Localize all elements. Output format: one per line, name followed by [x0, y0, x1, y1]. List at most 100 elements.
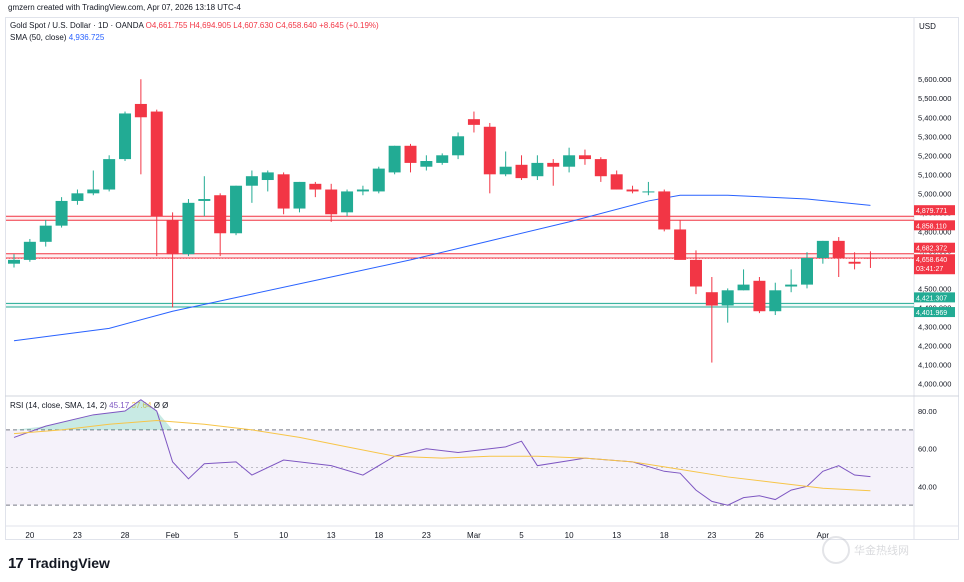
price-axis-tick: 5,500.000: [918, 94, 951, 103]
candle-body: [515, 164, 528, 179]
sma-value: 4,936.725: [68, 33, 105, 42]
candle-body: [214, 195, 227, 234]
rsi-ma-value: 37.64: [131, 401, 152, 410]
candle-body: [341, 191, 354, 213]
sma-line: [13, 194, 871, 342]
candle-body: [150, 111, 163, 217]
price-level-label: 4,682.372: [916, 246, 947, 253]
candle-body: [832, 240, 845, 258]
candle-body: [71, 193, 84, 201]
candle-body: [309, 183, 322, 190]
ohlc-values: O4,661.755 H4,694.905 L4,607.630 C4,658.…: [145, 21, 379, 30]
price-axis-tick: 4,200.000: [918, 341, 951, 350]
rsi-axis-tick: 40.00: [918, 482, 937, 491]
price-zone: [6, 253, 914, 259]
symbol-title[interactable]: Gold Spot / U.S. Dollar · 1D · OANDA: [10, 21, 144, 30]
price-axis-tick: 5,600.000: [918, 75, 951, 84]
candle-body: [277, 174, 290, 209]
watermark-icon: [822, 536, 850, 564]
sma-legend[interactable]: SMA (50, close) 4,936.725: [10, 33, 104, 42]
price-axis-tick: 4,500.000: [918, 284, 951, 293]
rsi-ma-line: [13, 419, 871, 492]
candle-body: [134, 103, 147, 118]
candle-body: [499, 166, 512, 175]
candle-body: [436, 155, 449, 163]
candle-body: [388, 145, 401, 173]
price-axis-tick: 5,400.000: [918, 113, 951, 122]
rsi-value: 45.17: [109, 401, 130, 410]
currency-label[interactable]: USD: [919, 22, 936, 31]
price-axis-tick: 5,100.000: [918, 170, 951, 179]
candle-body: [689, 259, 702, 287]
time-axis-tick: 23: [707, 531, 716, 540]
rsi-axis-tick: 60.00: [918, 445, 937, 454]
price-axis-tick: 4,300.000: [918, 322, 951, 331]
candle-body: [864, 257, 877, 259]
time-axis-tick: 5: [519, 531, 524, 540]
candle-body: [293, 181, 306, 209]
price-zone: [6, 303, 914, 308]
price-level-tag: [914, 307, 955, 318]
price-level-tag: [914, 220, 955, 231]
price-axis-tick: 5,000.000: [918, 189, 951, 198]
tradingview-logo[interactable]: 17 TradingView: [8, 554, 110, 572]
candle-body: [594, 159, 607, 177]
candle-body: [261, 172, 274, 181]
price-level-tag: [914, 292, 955, 303]
candle-body: [467, 119, 480, 125]
candle-body: [737, 284, 750, 291]
candle-body: [356, 189, 369, 192]
created-by-text: gmzern created with TradingView.com, Apr…: [8, 3, 241, 12]
countdown-label: 03:41:27: [916, 266, 943, 273]
time-axis-tick: 10: [279, 531, 288, 540]
watermark-text: 华金热线网: [854, 545, 909, 557]
candle-body: [182, 202, 195, 255]
watermark: 华金热线网: [822, 536, 909, 564]
candle-body: [452, 136, 465, 156]
price-level-label: 4,401.969: [916, 310, 947, 317]
candle-body: [801, 257, 813, 285]
price-level-label: 4,879.771: [916, 208, 947, 215]
price-axis-tick: 4,800.000: [918, 227, 951, 236]
chart-frame: [5, 17, 959, 540]
price-level-tag: [914, 205, 955, 216]
candle-body: [705, 292, 718, 306]
price-level-label: 4,858.110: [916, 223, 947, 230]
candle-body: [166, 219, 179, 255]
candle-body: [769, 290, 782, 312]
time-axis-tick: Apr: [817, 531, 830, 540]
candle-body: [103, 159, 116, 190]
candle-body: [610, 174, 623, 190]
candle-body: [531, 162, 544, 177]
symbol-legend[interactable]: Gold Spot / U.S. Dollar · 1D · OANDA O4,…: [10, 21, 379, 30]
candle-body: [578, 155, 591, 160]
candle-body: [8, 259, 20, 264]
rsi-label: RSI (14, close, SMA, 14, 2): [10, 401, 107, 410]
price-level-label: 4,421.307: [916, 295, 947, 302]
time-axis-tick: 23: [73, 531, 82, 540]
time-axis-tick: 26: [755, 531, 764, 540]
tradingview-logo-text: TradingView: [27, 555, 110, 571]
candle-body: [848, 261, 861, 264]
price-zone: [6, 216, 914, 221]
time-axis-tick: 18: [660, 531, 669, 540]
last-price-tag: [914, 254, 955, 275]
time-axis-tick: 10: [565, 531, 574, 540]
candle-body: [547, 162, 560, 167]
candle-body: [39, 225, 52, 242]
candle-body: [642, 191, 655, 193]
candle-body: [325, 189, 338, 215]
time-axis-tick: 18: [374, 531, 383, 540]
candle-body: [198, 199, 211, 201]
price-axis-tick: 4,100.000: [918, 360, 951, 369]
rsi-legend[interactable]: RSI (14, close, SMA, 14, 2) 45.17 37.64 …: [10, 401, 168, 410]
time-axis-tick: 23: [422, 531, 431, 540]
sma-label: SMA (50, close): [10, 33, 67, 42]
candle-body: [658, 191, 671, 230]
candle-body: [563, 155, 576, 167]
time-axis-tick: 5: [234, 531, 239, 540]
time-axis-tick: 20: [25, 531, 34, 540]
candle-body: [420, 161, 433, 167]
price-axis-tick: 5,300.000: [918, 132, 951, 141]
